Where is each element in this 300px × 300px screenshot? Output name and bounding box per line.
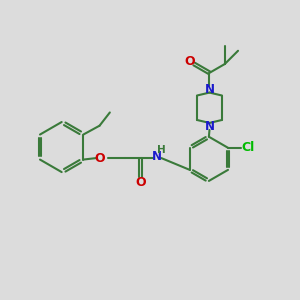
Text: N: N [205,120,214,133]
Text: O: O [184,55,195,68]
Text: H: H [157,145,166,155]
Text: N: N [205,82,214,95]
Text: Cl: Cl [241,141,254,154]
Text: O: O [135,176,146,189]
Text: O: O [94,152,105,165]
Text: N: N [152,150,162,164]
